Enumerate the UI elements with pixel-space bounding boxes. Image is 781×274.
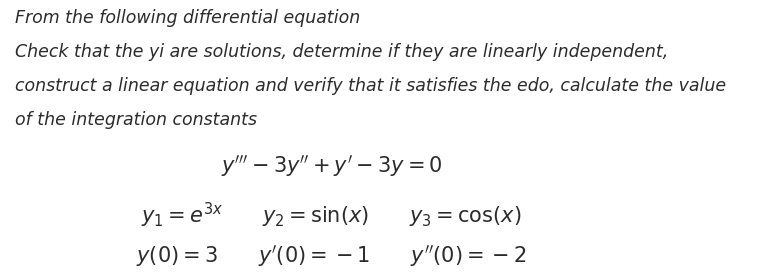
Text: Check that the yi are solutions, determine if they are linearly independent,: Check that the yi are solutions, determi… [15, 43, 668, 61]
Text: $y''' - 3y'' + y' - 3y = 0$: $y''' - 3y'' + y' - 3y = 0$ [221, 153, 442, 179]
Text: From the following differential equation: From the following differential equation [15, 9, 360, 27]
Text: $y_1 = e^{3x} \quad\quad y_2 = \mathrm{sin}(x) \quad\quad y_3 = \mathrm{cos}(x)$: $y_1 = e^{3x} \quad\quad y_2 = \mathrm{s… [141, 201, 522, 230]
Text: of the integration constants: of the integration constants [15, 112, 257, 130]
Text: $y(0) = 3 \quad\quad y'(0) = -1 \quad\quad y''(0) = -2$: $y(0) = 3 \quad\quad y'(0) = -1 \quad\qu… [136, 242, 527, 269]
Text: construct a linear equation and verify that it satisfies the edo, calculate the : construct a linear equation and verify t… [15, 77, 726, 95]
